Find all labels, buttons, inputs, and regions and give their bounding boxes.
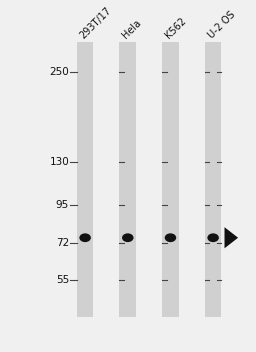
- Ellipse shape: [165, 233, 176, 242]
- Text: 130: 130: [49, 157, 69, 167]
- Bar: [120, 42, 136, 317]
- Ellipse shape: [79, 233, 91, 242]
- Text: U-2 OS: U-2 OS: [206, 10, 237, 40]
- Bar: [162, 42, 179, 317]
- Text: 293T/17: 293T/17: [78, 5, 113, 40]
- Text: 95: 95: [56, 200, 69, 210]
- Text: Hela: Hela: [121, 18, 143, 40]
- Bar: [77, 42, 93, 317]
- Text: 55: 55: [56, 276, 69, 285]
- Ellipse shape: [122, 233, 134, 242]
- Ellipse shape: [207, 233, 219, 242]
- Text: K562: K562: [163, 16, 188, 40]
- Text: 72: 72: [56, 238, 69, 249]
- Text: 250: 250: [49, 67, 69, 77]
- Polygon shape: [225, 227, 238, 248]
- Bar: [205, 42, 221, 317]
